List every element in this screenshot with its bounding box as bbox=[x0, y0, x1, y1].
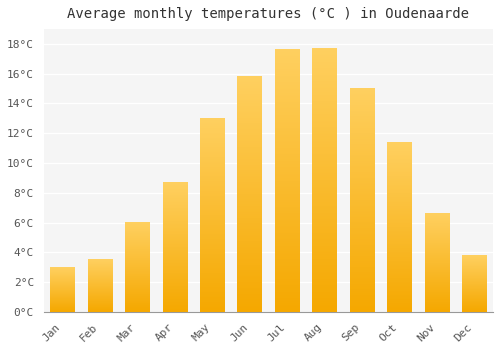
Title: Average monthly temperatures (°C ) in Oudenaarde: Average monthly temperatures (°C ) in Ou… bbox=[68, 7, 469, 21]
